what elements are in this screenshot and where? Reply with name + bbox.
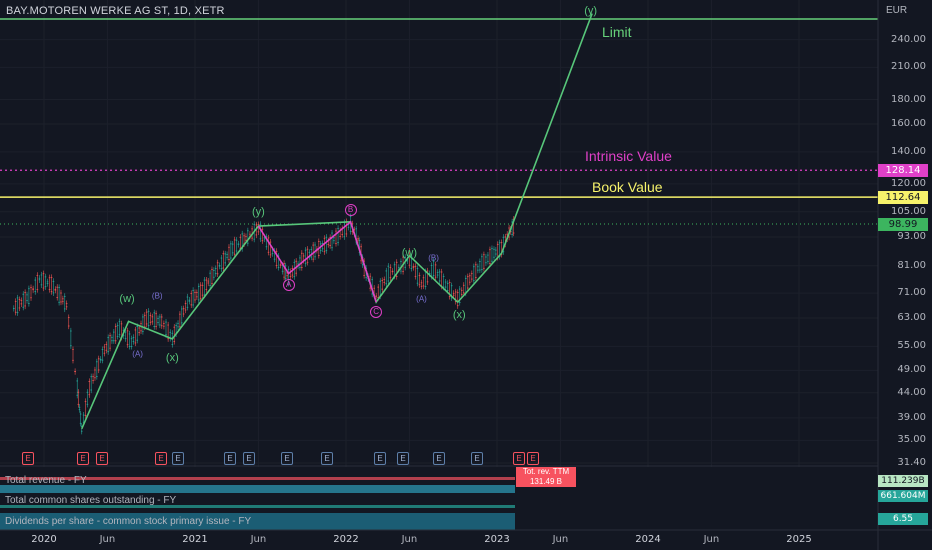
circle-wave-label: C: [370, 305, 383, 318]
earnings-badge-icon[interactable]: E: [513, 452, 525, 465]
limit-label: Limit: [602, 24, 632, 40]
x-tick-label: 2024: [635, 534, 661, 545]
circle-wave-label: A: [282, 278, 295, 291]
earnings-badge-icon[interactable]: E: [172, 452, 184, 465]
indicator-value-shares-outstanding: 661.604M: [878, 490, 928, 502]
x-tick-label: 2022: [333, 534, 359, 545]
y-tick-label: 71.00: [897, 287, 926, 299]
y-tick-label: 105.00: [891, 205, 926, 217]
y-tick-label: 93.00: [897, 230, 926, 242]
price-label-book: 112.64: [878, 191, 928, 205]
earnings-badge-icon[interactable]: E: [321, 452, 333, 465]
earnings-badge-icon[interactable]: E: [224, 452, 236, 465]
x-tick-label: Jun: [552, 534, 569, 545]
book-value-label: Book Value: [592, 179, 663, 196]
price-label-intrinsic: 128.14: [878, 164, 928, 178]
dividend-bar: [0, 513, 515, 530]
price-series: [13, 213, 515, 435]
wave-label: (w): [119, 293, 135, 306]
currency-label: EUR: [886, 5, 908, 16]
y-tick-label: 81.00: [897, 259, 926, 271]
earnings-badge-icon[interactable]: E: [155, 452, 167, 465]
x-tick-label: 2021: [182, 534, 208, 545]
y-tick-label: 160.00: [891, 118, 926, 130]
wave-label: (B): [428, 253, 439, 263]
indicator-value-total-revenue: 111.239B: [878, 475, 928, 487]
x-tick-label: Jun: [250, 534, 267, 545]
y-tick-label: 55.00: [897, 340, 926, 352]
y-tick-label: 210.00: [891, 61, 926, 73]
y-tick-label: 44.00: [897, 386, 926, 398]
indicator-label-dividends[interactable]: Dividends per share - common stock prima…: [5, 516, 252, 527]
indicator-label-shares-outstanding[interactable]: Total common shares outstanding - FY: [5, 495, 177, 506]
y-tick-label: 49.00: [897, 364, 926, 376]
earnings-badge-icon[interactable]: E: [281, 452, 293, 465]
y-tick-label: 140.00: [891, 145, 926, 157]
earnings-badge-icon[interactable]: E: [527, 452, 539, 465]
wave-label: (y): [251, 205, 265, 218]
circle-wave-label: B: [344, 203, 357, 216]
indicator-bars: [0, 465, 878, 530]
y-tick-label: 63.00: [897, 312, 926, 324]
intrinsic-value-label: Intrinsic Value: [585, 148, 672, 165]
y-tick-label: 39.00: [897, 411, 926, 423]
pink-wave-path: [257, 220, 377, 303]
wave-label: (w): [401, 247, 418, 260]
price-label-last: 98.99: [878, 217, 928, 231]
y-tick-label: 180.00: [891, 93, 926, 105]
earnings-badge-icon[interactable]: E: [22, 452, 34, 465]
earnings-badge-icon[interactable]: E: [471, 452, 483, 465]
shares-bar: [0, 485, 515, 493]
revenue-callout-line1: Tot. rev. TTM: [522, 467, 570, 476]
indicator-label-total-revenue[interactable]: Total revenue - FY: [5, 475, 87, 486]
wave-label: (x): [165, 351, 179, 364]
grid: [0, 0, 878, 530]
shares-sub-bar: [0, 505, 515, 508]
x-tick-label: Jun: [703, 534, 720, 545]
horizontal-levels: [0, 18, 878, 225]
wave-lines: [81, 13, 593, 430]
revenue-callout-line2: 131.49 B: [529, 477, 563, 486]
y-tick-label: 120.00: [891, 177, 926, 189]
x-tick-label: 2023: [484, 534, 510, 545]
earnings-badge-icon[interactable]: E: [96, 452, 108, 465]
x-tick-label: 2025: [786, 534, 812, 545]
wave-label: (A): [416, 294, 427, 304]
y-tick-label: 31.40: [897, 457, 926, 468]
earnings-badge-icon[interactable]: E: [433, 452, 445, 465]
indicator-value-dividends: 6.55: [878, 513, 928, 525]
earnings-badge-icon[interactable]: E: [374, 452, 386, 465]
earnings-badge-icon[interactable]: E: [243, 452, 255, 465]
wave-label: (y): [584, 5, 598, 18]
revenue-bar: [0, 477, 515, 480]
y-tick-label: 35.00: [897, 434, 926, 446]
earnings-badge-icon[interactable]: E: [397, 452, 409, 465]
x-tick-label: Jun: [401, 534, 418, 545]
wave-label: (x): [452, 308, 466, 321]
wave-label: (B): [151, 291, 163, 301]
earnings-badge-icon[interactable]: E: [77, 452, 89, 465]
x-tick-label: Jun: [99, 534, 116, 545]
symbol-title[interactable]: BAY.MOTOREN WERKE AG ST, 1D, XETR: [6, 5, 225, 17]
x-tick-label: 2020: [31, 534, 57, 545]
revenue-callout: Tot. rev. TTM 131.49 B: [516, 467, 576, 487]
wave-label: (A): [132, 349, 143, 359]
y-tick-label: 240.00: [891, 33, 926, 45]
